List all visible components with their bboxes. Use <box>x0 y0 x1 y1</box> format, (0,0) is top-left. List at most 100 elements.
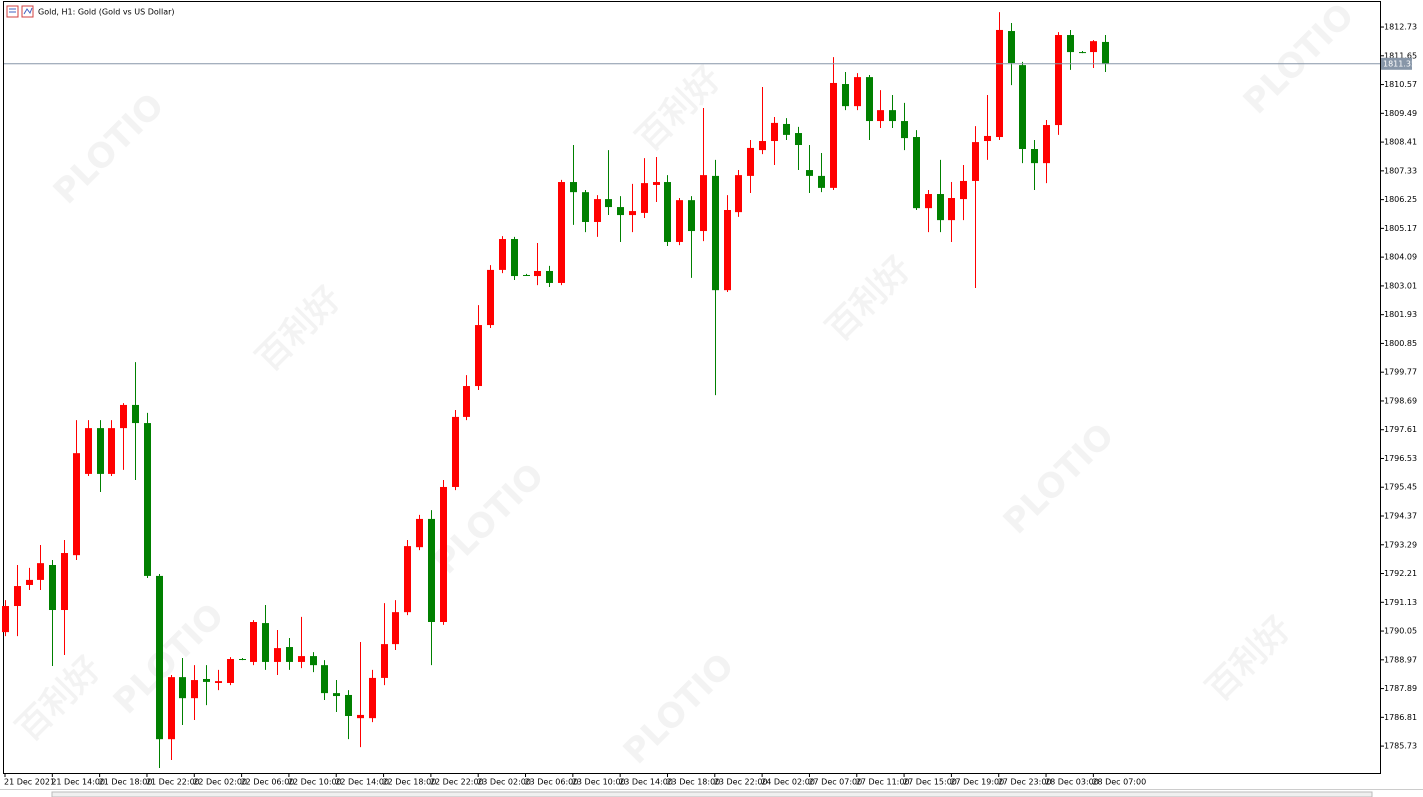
y-tick-label: 1812.73 <box>1384 23 1417 32</box>
candle-body <box>475 325 482 387</box>
candle-body <box>984 135 991 142</box>
candle-body <box>617 207 624 216</box>
candle-body <box>901 121 908 139</box>
candle-body <box>156 575 163 740</box>
y-tick-label: 1792.21 <box>1384 569 1417 578</box>
x-tick-label: 23 Dec 18:00 <box>666 778 720 787</box>
y-tick-label: 1808.41 <box>1384 138 1417 147</box>
candle-body <box>1031 149 1038 164</box>
candle-body <box>925 194 932 209</box>
candle-body <box>144 423 151 576</box>
candle-body <box>463 386 470 417</box>
candle-body <box>629 211 636 216</box>
last-price-box <box>1381 57 1412 70</box>
candle-body <box>452 416 459 487</box>
x-tick-label: 23 Dec 14:00 <box>619 778 673 787</box>
candle-body <box>759 141 766 151</box>
candle-body <box>2 606 9 633</box>
candle-body <box>120 404 127 429</box>
plot-frame <box>3 1 1381 774</box>
x-tick-label: 27 Dec 23:00 <box>998 778 1052 787</box>
candle-body <box>546 270 553 283</box>
candle-body <box>605 199 612 208</box>
chart-icon[interactable] <box>21 5 34 18</box>
y-tick-label: 1807.33 <box>1384 166 1417 175</box>
candle-body <box>866 77 873 122</box>
candle-body <box>1079 52 1086 54</box>
y-tick-label: 1786.81 <box>1384 713 1417 722</box>
candle-body <box>310 656 317 666</box>
candle-body <box>877 110 884 122</box>
x-tick-label: 22 Dec 18:00 <box>383 778 437 787</box>
candle-body <box>570 182 577 193</box>
candle-body <box>948 198 955 221</box>
y-tick-label: 1801.93 <box>1384 310 1417 319</box>
candle-body <box>215 681 222 683</box>
candle-body <box>688 200 695 232</box>
icon-detail <box>23 7 33 15</box>
candle-body <box>369 677 376 719</box>
x-tick-label: 23 Dec 22:00 <box>714 778 768 787</box>
x-tick-label: 22 Dec 06:00 <box>241 778 295 787</box>
candle-body <box>203 678 210 682</box>
y-tick-label: 1810.57 <box>1384 80 1417 89</box>
x-tick-label: 23 Dec 10:00 <box>572 778 626 787</box>
candle-body <box>676 200 683 242</box>
candle-body <box>239 659 246 661</box>
candle-body <box>404 546 411 613</box>
x-tick-label: 22 Dec 22:00 <box>430 778 484 787</box>
candle-body <box>1055 35 1062 126</box>
candle-body <box>1008 31 1015 63</box>
y-tick-label: 1788.97 <box>1384 655 1417 664</box>
scrollbar[interactable] <box>51 791 1373 797</box>
x-tick-label: 27 Dec 07:00 <box>808 778 862 787</box>
candle-body <box>428 518 435 622</box>
candle-body <box>1019 65 1026 150</box>
candle-body <box>641 183 648 213</box>
candle-body <box>972 142 979 181</box>
candle-body <box>724 209 731 291</box>
y-tick-label: 1809.49 <box>1384 109 1417 118</box>
candle-body <box>830 82 837 188</box>
y-tick-label: 1800.85 <box>1384 339 1417 348</box>
candle-body <box>523 274 530 276</box>
candle-body <box>818 175 825 188</box>
y-tick-label: 1799.77 <box>1384 368 1417 377</box>
y-tick-label: 1797.61 <box>1384 425 1417 434</box>
y-tick-label: 1796.53 <box>1384 454 1417 463</box>
chart-title: Gold, H1: Gold (Gold vs US Dollar) <box>38 8 175 17</box>
candle-body <box>889 110 896 122</box>
candle-body <box>345 694 352 717</box>
candle-body <box>37 563 44 580</box>
x-tick-label: 21 Dec 18:00 <box>99 778 153 787</box>
x-tick-label: 28 Dec 07:00 <box>1092 778 1146 787</box>
x-tick-label: 27 Dec 11:00 <box>856 778 910 787</box>
candle-body <box>913 137 920 209</box>
y-tick-label: 1811.65 <box>1384 51 1417 60</box>
candle-body <box>700 175 707 232</box>
candle-body <box>653 182 660 185</box>
candle-body <box>14 586 21 607</box>
x-tick-label: 24 Dec 02:00 <box>761 778 815 787</box>
x-tick-label: 21 Dec 14:00 <box>51 778 105 787</box>
candle-body <box>132 404 139 424</box>
candle-body <box>996 29 1003 138</box>
candle-body <box>298 656 305 662</box>
candle-body <box>771 122 778 142</box>
candle-body <box>286 647 293 662</box>
x-tick-label: 27 Dec 15:00 <box>903 778 957 787</box>
candle-body <box>333 693 340 697</box>
y-tick-label: 1785.73 <box>1384 742 1417 751</box>
candle-body <box>262 623 269 662</box>
y-tick-label: 1791.13 <box>1384 598 1417 607</box>
x-tick-label: 22 Dec 02:00 <box>193 778 247 787</box>
candle-body <box>26 579 33 585</box>
candle-body <box>179 677 186 699</box>
candle-body <box>85 428 92 474</box>
candle-body <box>487 269 494 326</box>
y-tick-label: 1787.89 <box>1384 684 1417 693</box>
candle-body <box>712 175 719 291</box>
